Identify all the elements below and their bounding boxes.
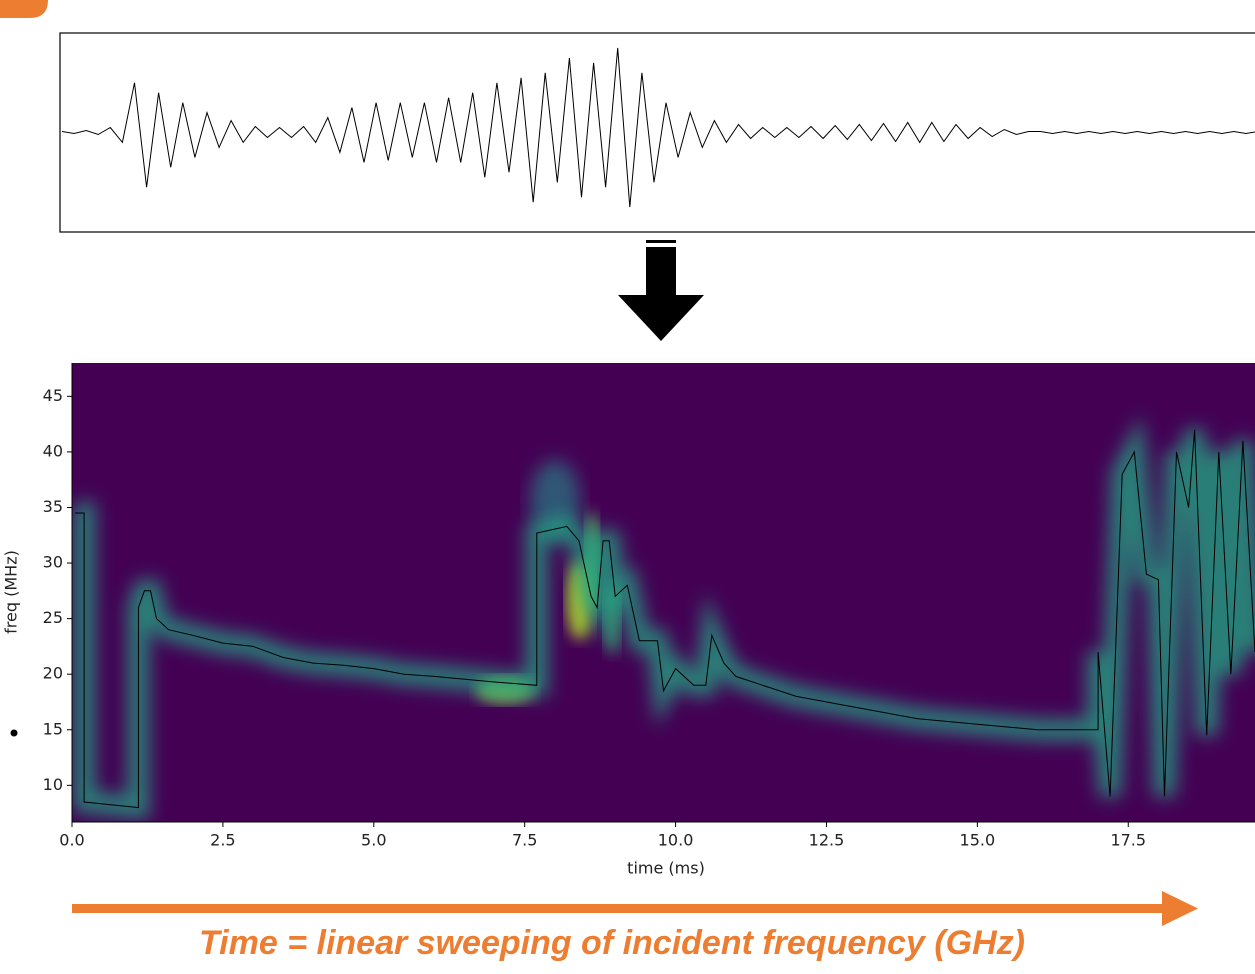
y-tick-label: 15	[43, 719, 63, 738]
y-tick-label: 40	[43, 441, 63, 460]
y-tick-label: 35	[43, 497, 63, 516]
x-tick-label: 2.5	[210, 831, 235, 850]
corner-decoration	[0, 0, 48, 18]
x-axis-label: time (ms)	[627, 859, 705, 878]
x-tick-label: 7.5	[512, 831, 537, 850]
caption: Time = linear sweeping of incident frequ…	[199, 924, 1025, 962]
y-tick-label: 10	[43, 775, 63, 794]
y-tick-label: 25	[43, 608, 63, 627]
bullet-dot	[11, 730, 18, 737]
x-tick-label: 0.0	[59, 831, 84, 850]
x-tick-label: 10.0	[658, 831, 694, 850]
y-axis-label: freq (MHz)	[2, 550, 21, 634]
orange-arrow	[72, 891, 1198, 926]
waveform-frame	[60, 33, 1255, 232]
y-tick-label: 45	[43, 386, 63, 405]
x-tick-label: 15.0	[960, 831, 996, 850]
x-tick-label: 5.0	[361, 831, 386, 850]
spectrogram-background	[72, 363, 1255, 822]
y-tick-label: 20	[43, 664, 63, 683]
down-arrow	[618, 240, 704, 341]
x-tick-label: 17.5	[1110, 831, 1146, 850]
x-tick-label: 12.5	[809, 831, 845, 850]
y-tick-label: 30	[43, 553, 63, 572]
